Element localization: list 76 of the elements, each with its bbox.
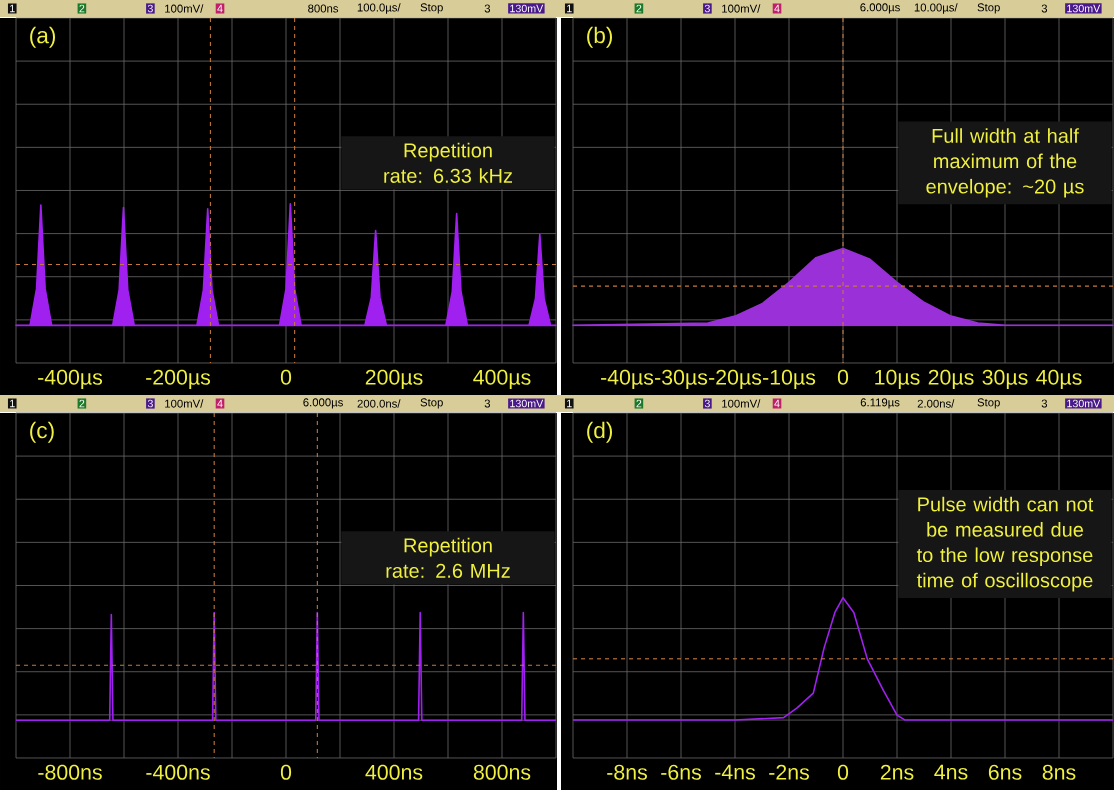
chart-title: (c) (30, 421, 54, 443)
text: 4 (774, 4, 780, 13)
text: 2 (79, 4, 85, 13)
x-tick-label: -2ns (769, 764, 809, 780)
text: 6.119µs (860, 398, 900, 409)
text: 100mV/ (165, 399, 204, 408)
text: 10.00µs/ (914, 3, 958, 14)
text: Full width at half maximum of the envelope: ~20 µs (926, 128, 1084, 198)
x-tick-label: 400µs (473, 369, 531, 390)
text: 1 (10, 4, 15, 13)
text: 3 (704, 399, 710, 408)
x-tick-label: -6ns (661, 764, 701, 780)
text: 2 (636, 399, 642, 408)
text: 130mV (1067, 399, 1101, 408)
text: 130mV (510, 399, 544, 408)
x-tick-label: -8ns (607, 764, 647, 780)
x-tick-label: -800ns (38, 764, 102, 780)
text: 4 (217, 4, 223, 13)
text: Pulse width can not be measured due to the low response time of oscilloscope (916, 496, 1094, 592)
text: Stop (420, 3, 443, 14)
text: 100.0µs/ (357, 3, 401, 14)
text: 100mV/ (722, 399, 761, 408)
text: 1 (567, 4, 572, 13)
x-tick-label: -400µs (38, 369, 103, 390)
chart-title: (b) (587, 26, 613, 48)
text: 6.000µs (303, 398, 343, 409)
x-tick-label: 30µs (982, 369, 1028, 390)
text: Stop (977, 398, 1000, 409)
text: 4 (774, 399, 780, 408)
text: 2.00ns/ (917, 399, 955, 408)
x-tick-label: -4ns (715, 764, 755, 780)
x-tick-label: 4ns (934, 764, 968, 780)
text: 1 (10, 399, 15, 408)
x-tick-label: -10µs (763, 369, 816, 390)
text: Repetition rate: 2.6 MHz (386, 537, 510, 578)
x-tick-label: 40µs (1036, 369, 1082, 390)
text: 3 (484, 4, 491, 13)
x-tick-label: -200µs (146, 369, 211, 390)
chart-title: (a) (30, 26, 56, 48)
text: 3 (1041, 4, 1048, 13)
text: 2 (79, 399, 85, 408)
x-tick-label: 6ns (988, 764, 1022, 780)
text: Repetition rate: 6.33 kHz (384, 142, 513, 183)
text: 100mV/ (722, 4, 761, 13)
text: 100mV/ (165, 4, 204, 13)
x-tick-label: 2ns (880, 764, 914, 780)
text: 3 (147, 399, 153, 408)
x-tick-label: -20µs (709, 369, 762, 390)
x-tick-label: 0 (280, 369, 292, 385)
text: Stop (977, 3, 1000, 14)
text: 3 (1041, 399, 1048, 408)
x-tick-label: 20µs (928, 369, 974, 390)
x-tick-label: -40µs (601, 369, 654, 390)
text: 6.000µs (860, 3, 900, 14)
text: 3 (147, 4, 153, 13)
text: 3 (484, 399, 491, 408)
text: Stop (420, 398, 443, 409)
text: 800ns (308, 4, 339, 13)
text: 2 (636, 4, 642, 13)
x-tick-label: -400ns (146, 764, 210, 780)
x-tick-label: -30µs (655, 369, 708, 390)
x-tick-label: 200µs (365, 369, 423, 390)
x-tick-label: 0 (280, 764, 292, 780)
x-tick-label: 400ns (365, 764, 423, 780)
text: 200.0ns/ (357, 399, 401, 408)
x-tick-label: 800ns (473, 764, 531, 780)
text: 130mV (510, 4, 544, 13)
x-tick-label: 0 (837, 764, 849, 780)
text: 130mV (1067, 4, 1101, 13)
x-tick-label: 8ns (1042, 764, 1076, 780)
x-tick-label: 10µs (875, 369, 920, 390)
text: 3 (704, 4, 710, 13)
x-tick-label: 0 (837, 369, 849, 385)
text: 4 (217, 399, 223, 408)
chart-title: (d) (587, 421, 613, 443)
text: 1 (567, 399, 572, 408)
